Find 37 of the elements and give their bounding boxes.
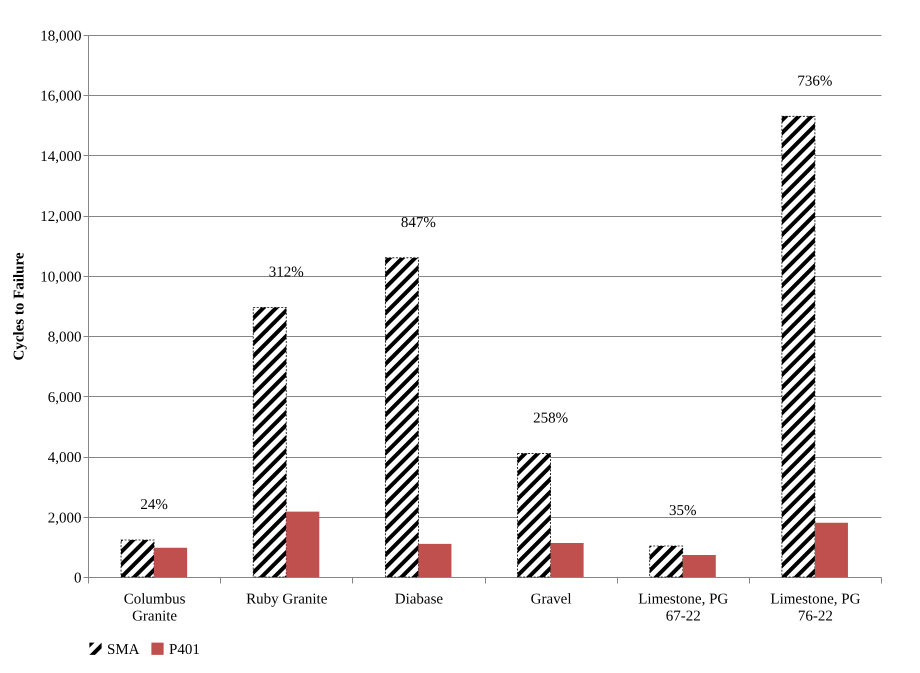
x-tick-label: Gravel	[530, 592, 572, 608]
x-tick-label: Limestone, PG 67-22	[638, 592, 728, 624]
y-tick-label: 18,000	[40, 28, 82, 44]
bar	[120, 540, 154, 578]
bar	[418, 544, 452, 577]
annotation: 24%	[140, 496, 168, 513]
bar	[682, 555, 716, 577]
annotation: 847%	[400, 214, 436, 231]
y-tick-label: 12,000	[40, 209, 82, 226]
annotation: 312%	[268, 264, 304, 281]
bar	[814, 522, 848, 577]
y-tick-label: 16,000	[40, 88, 82, 105]
annotation: 35%	[669, 502, 696, 519]
bar	[649, 546, 684, 578]
y-tick-label: 2,000	[48, 510, 82, 526]
y-tick-label: 10,000	[40, 269, 82, 286]
y-axis-title: Cycles to Failure	[11, 252, 28, 361]
y-tick-label: 0	[74, 570, 82, 586]
y-tick-label: 8,000	[48, 330, 82, 346]
bar	[154, 548, 188, 577]
annotation: 736%	[797, 73, 832, 90]
bar	[286, 512, 320, 577]
bar	[517, 453, 551, 578]
y-tick-label: 14,000	[40, 148, 82, 165]
legend-label: SMA	[107, 642, 140, 658]
x-tick-label: Ruby Granite	[246, 592, 328, 608]
legend-label: P401	[169, 642, 200, 658]
y-tick-label: 4,000	[48, 450, 82, 466]
annotation: 258%	[533, 410, 568, 427]
bar	[550, 542, 584, 577]
y-tick-label: 6,000	[48, 390, 82, 406]
bar	[384, 257, 419, 578]
x-tick-label: Columbus Granite	[124, 592, 186, 624]
x-tick-label: Limestone, PG 76-22	[770, 592, 861, 624]
x-tick-label: Diabase	[394, 592, 444, 608]
bar	[252, 307, 287, 578]
bar	[781, 116, 816, 578]
